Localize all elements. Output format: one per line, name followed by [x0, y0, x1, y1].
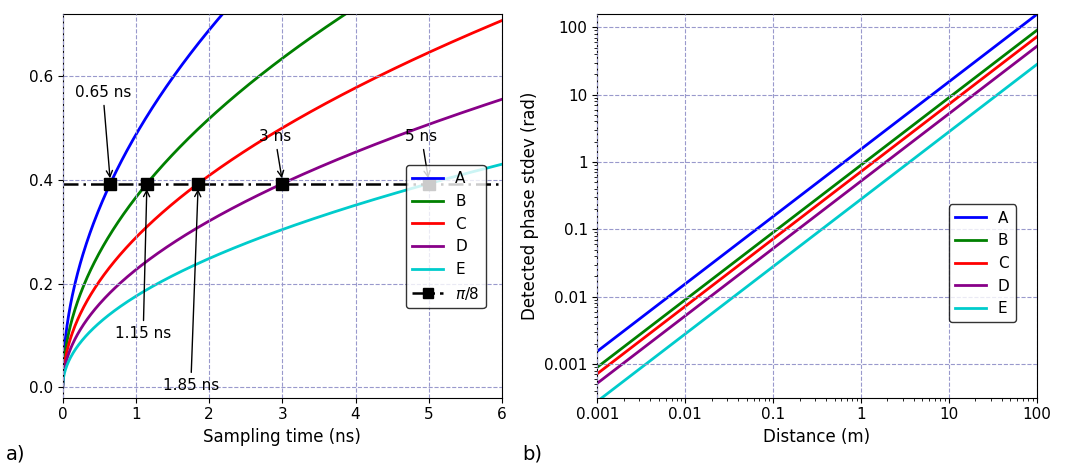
Text: a): a) — [5, 444, 26, 463]
Legend: A, B, C, D, E: A, B, C, D, E — [949, 204, 1016, 322]
X-axis label: Distance (m): Distance (m) — [764, 428, 870, 446]
Legend: A, B, C, D, E, $\pi$/8: A, B, C, D, E, $\pi$/8 — [407, 165, 486, 308]
X-axis label: Sampling time (ns): Sampling time (ns) — [203, 428, 361, 446]
Text: 5 ns: 5 ns — [406, 129, 438, 177]
Y-axis label: Detected phase stdev (rad): Detected phase stdev (rad) — [521, 91, 539, 320]
Text: 0.65 ns: 0.65 ns — [75, 85, 131, 177]
Text: 1.15 ns: 1.15 ns — [115, 191, 171, 341]
Text: 1.85 ns: 1.85 ns — [163, 191, 219, 393]
Text: 3 ns: 3 ns — [259, 129, 291, 177]
Text: b): b) — [523, 444, 543, 463]
